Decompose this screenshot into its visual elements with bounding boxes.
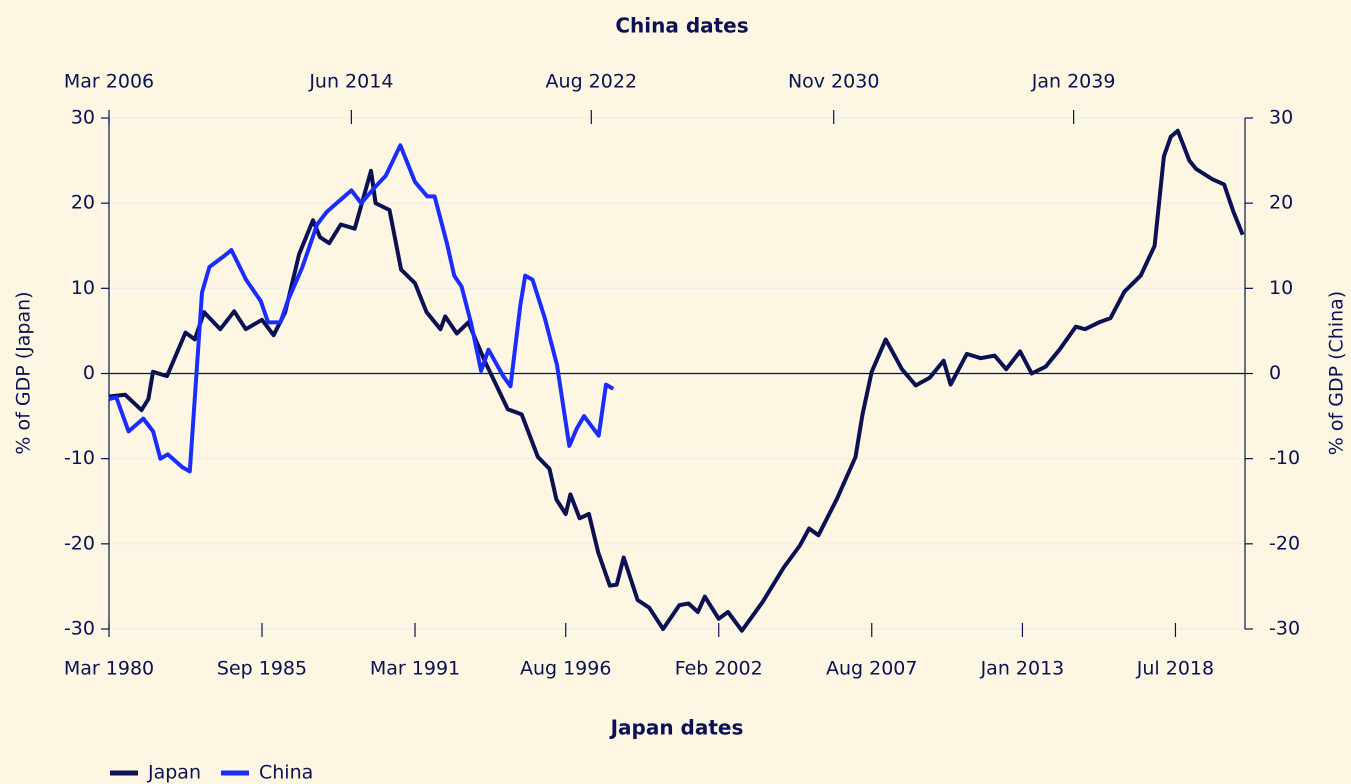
x-tick-label: Aug 2007 (826, 658, 918, 680)
x-tick-label: Sep 1985 (217, 658, 307, 680)
y2-axis-label: % of GDP (China) (1326, 291, 1348, 455)
legend-label: China (259, 762, 313, 784)
x-tick-label: Jul 2018 (1136, 658, 1214, 680)
x-tick-label: Mar 1991 (370, 658, 460, 680)
y2-tick-label: 30 (1269, 107, 1293, 129)
y-tick-label: 10 (71, 277, 95, 299)
y-tick-label: 30 (71, 107, 95, 129)
y2-tick-label: -30 (1269, 618, 1300, 640)
x-axis-label: Japan dates (609, 716, 744, 740)
y2-tick-label: 20 (1269, 192, 1293, 214)
y-tick-label: 20 (71, 192, 95, 214)
x-tick-label: Mar 1980 (64, 658, 154, 680)
y2-tick-label: 0 (1269, 362, 1281, 384)
y2-tick-label: -20 (1269, 532, 1300, 554)
y-tick-label: 0 (83, 362, 95, 384)
y2-tick-label: -10 (1269, 447, 1300, 469)
x2-tick-label: Aug 2022 (546, 71, 638, 93)
y-tick-label: -10 (64, 447, 95, 469)
x2-tick-label: Nov 2030 (788, 71, 879, 93)
y-tick-label: -30 (64, 618, 95, 640)
x2-tick-label: Jan 2039 (1031, 71, 1116, 93)
legend-label: Japan (147, 762, 201, 784)
series-line (108, 143, 615, 474)
x2-tick-label: Jun 2014 (308, 71, 393, 93)
x-tick-label: Aug 1996 (520, 658, 612, 680)
x-tick-label: Jan 2013 (980, 658, 1065, 680)
y2-tick-label: 10 (1269, 277, 1293, 299)
x2-tick-label: Mar 2006 (64, 71, 154, 93)
x2-axis-label: China dates (615, 14, 748, 38)
y-tick-label: -20 (64, 532, 95, 554)
x-tick-label: Feb 2002 (675, 658, 763, 680)
y-axis-label: % of GDP (Japan) (13, 291, 35, 454)
series-line (108, 128, 1245, 633)
